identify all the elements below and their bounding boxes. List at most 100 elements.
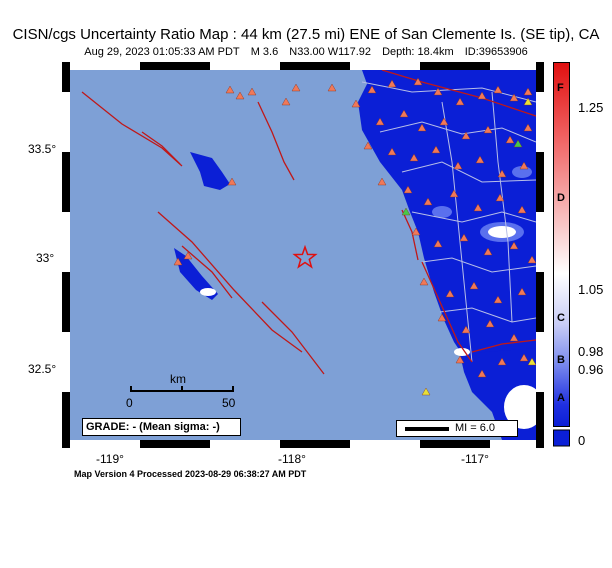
- epicenter-star[interactable]: [292, 244, 318, 269]
- alt-station-icon: [523, 97, 533, 106]
- seismic-station-icon: [367, 85, 377, 94]
- lat-tick-33: 33°: [36, 251, 55, 265]
- seismic-station-icon: [409, 153, 419, 162]
- mainland: [212, 70, 536, 362]
- seismic-station-icon: [327, 83, 337, 92]
- seismic-station-icon: [363, 141, 373, 150]
- seismic-station-icon: [431, 145, 441, 154]
- seismic-station-icon: [459, 233, 469, 242]
- seismic-station-icon: [523, 87, 533, 96]
- seismic-station-icon: [399, 109, 409, 118]
- event-datetime: Aug 29, 2023 01:05:33 AM PDT: [84, 46, 240, 58]
- green-station-icon: [401, 207, 411, 216]
- seismic-station-icon: [455, 355, 465, 364]
- san-clemente-island: [174, 248, 218, 300]
- seismic-station-icon: [477, 91, 487, 100]
- seismic-station-icon: [387, 147, 397, 156]
- green-station-icon: [513, 139, 523, 148]
- lon-tick-119: -119°: [96, 452, 124, 466]
- alt-station-icon: [527, 357, 536, 366]
- colorbar-value-1-25: 1.25: [578, 100, 604, 115]
- seismic-station-icon: [461, 325, 471, 334]
- event-location: N33.00 W117.92: [289, 46, 372, 58]
- seismic-station-icon: [493, 85, 503, 94]
- seismic-station-icon: [247, 87, 257, 96]
- seismic-station-icon: [517, 205, 527, 214]
- seismic-station-icon: [483, 247, 493, 256]
- seismic-station-icon: [445, 289, 455, 298]
- seismic-station-icon: [403, 185, 413, 194]
- scale-start: 0: [126, 396, 133, 410]
- map-panel[interactable]: GRADE: - (Mean sigma: -) MI = 6.0 km 0 5…: [62, 62, 544, 448]
- map-version-footer: Map Version 4 Processed 2023-08-29 06:38…: [74, 469, 307, 479]
- seismic-station-icon: [227, 177, 237, 186]
- grade-text: GRADE: - (Mean sigma: -): [86, 421, 220, 433]
- island-patch: [200, 288, 216, 296]
- seismic-station-icon: [281, 97, 291, 106]
- seismic-station-icon: [493, 295, 503, 304]
- lat-tick-32-5: 32.5°: [28, 362, 57, 376]
- seismic-station-icon: [495, 193, 505, 202]
- uncertainty-map[interactable]: [62, 62, 544, 448]
- seismic-station-icon: [419, 277, 429, 286]
- seismic-station-icon: [411, 227, 421, 236]
- roads: [361, 81, 536, 363]
- seismic-station-icon: [519, 353, 529, 362]
- seismic-station-icon: [183, 251, 193, 260]
- santa-catalina-island: [190, 152, 230, 190]
- grade-box: GRADE: - (Mean sigma: -): [82, 418, 241, 436]
- seismic-station-icon: [517, 287, 527, 296]
- seismic-station-icon: [461, 131, 471, 140]
- mi-text: MI = 6.0: [455, 422, 496, 434]
- grade-f: F: [557, 82, 564, 94]
- seismic-station-icon: [351, 99, 361, 108]
- seismic-station-icon: [473, 203, 483, 212]
- seismic-station-icon: [523, 123, 533, 132]
- map-subtitle: Aug 29, 2023 01:05:33 AM PDT M 3.6 N33.0…: [0, 46, 612, 58]
- seismic-station-icon: [423, 197, 433, 206]
- seismic-station-icon: [375, 117, 385, 126]
- faults: [81, 70, 536, 375]
- lon-tick-118: -118°: [278, 452, 306, 466]
- seismic-station-icon: [527, 255, 536, 264]
- seismic-station-icon: [497, 169, 507, 178]
- lat-tick-33-5: 33.5°: [28, 142, 57, 156]
- seismic-station-icon: [453, 161, 463, 170]
- seismic-station-icon: [433, 239, 443, 248]
- seismic-station-icon: [509, 241, 519, 250]
- seismic-station-icon: [477, 369, 487, 378]
- grade-a: A: [557, 392, 565, 404]
- seismic-station-icon: [449, 189, 459, 198]
- seismic-station-icon: [291, 83, 301, 92]
- seismic-station-icon: [417, 123, 427, 132]
- seismic-station-icon: [413, 77, 423, 86]
- station-markers: [173, 77, 536, 396]
- seismic-station-icon: [235, 91, 245, 100]
- scale-unit: km: [170, 372, 186, 386]
- scale-bar: km 0 50: [126, 372, 235, 410]
- colorbar: F D C B A: [553, 62, 570, 447]
- seismic-station-icon: [485, 319, 495, 328]
- seismic-station-icon: [509, 93, 519, 102]
- seismic-station-icon: [519, 161, 529, 170]
- colorbar-value-1-05: 1.05: [578, 282, 604, 297]
- seismic-station-icon: [225, 85, 235, 94]
- seismic-station-icon: [173, 257, 183, 266]
- seismic-station-icon: [455, 97, 465, 106]
- seismic-station-icon: [439, 117, 449, 126]
- grade-c: C: [557, 312, 565, 324]
- mi-legend: MI = 6.0: [396, 420, 518, 437]
- colorbar-value-0-96: 0.96: [578, 362, 604, 377]
- seismic-station-icon: [497, 357, 507, 366]
- seismic-station-icon: [505, 135, 515, 144]
- colorbar-value-0: 0: [578, 433, 586, 448]
- grade-d: D: [557, 192, 565, 204]
- lon-tick-117: -117°: [461, 452, 489, 466]
- map-title: CISN/cgs Uncertainty Ratio Map : 44 km (…: [12, 26, 600, 43]
- alt-station-icon: [421, 387, 431, 396]
- seismic-station-icon: [377, 177, 387, 186]
- colorbar-value-0-98: 0.98: [578, 344, 604, 359]
- seismic-station-icon: [483, 125, 493, 134]
- mi-bar-icon: [405, 427, 449, 431]
- scale-end: 50: [222, 396, 236, 410]
